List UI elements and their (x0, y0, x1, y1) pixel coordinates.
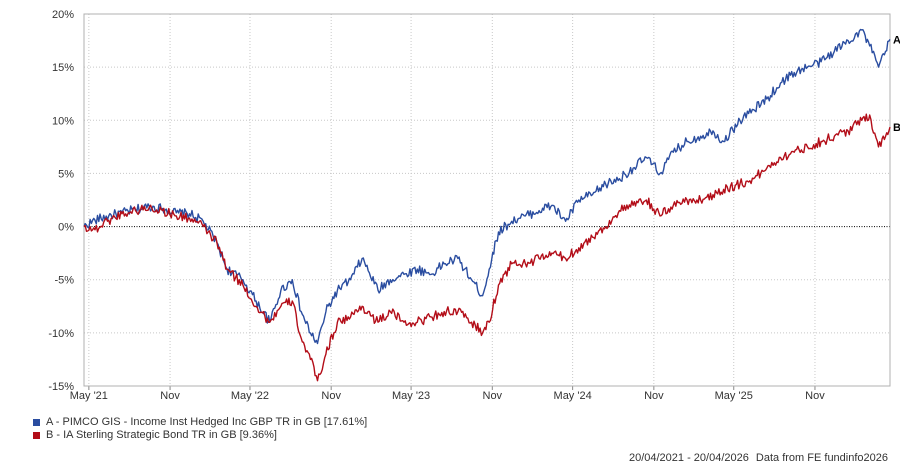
x-tick-label: May '22 (231, 390, 269, 402)
data-source: Data from FE fundinfo2026 (755, 452, 888, 464)
y-tick-label: 20% (52, 9, 74, 21)
y-tick-label: 15% (52, 62, 74, 74)
chart-footer: 20/04/2021 - 20/04/2026 Data from FE fun… (629, 452, 888, 464)
x-tick-label: Nov (160, 390, 180, 402)
series-end-label-a: A (893, 34, 900, 46)
x-tick-label: May '23 (392, 390, 430, 402)
x-tick-label: May '21 (70, 390, 108, 402)
y-axis-tick-labels: 20% 15% 10% 5% 0% -5% -10% -15% (48, 9, 74, 393)
series-end-label-b: B (893, 122, 900, 134)
y-tick-label: 5% (58, 168, 74, 180)
legend-swatch-a (33, 419, 40, 426)
x-tick-label: Nov (644, 390, 664, 402)
series-end-labels: AB (893, 34, 900, 134)
x-tick-label: May '25 (715, 390, 753, 402)
legend-item-b[interactable]: B - IA Sterling Strategic Bond TR in GB … (33, 429, 367, 442)
series-lines (83, 28, 891, 382)
y-tick-label: -10% (48, 328, 74, 340)
x-tick-label: Nov (483, 390, 503, 402)
y-tick-label: -5% (54, 275, 74, 287)
chart-legend: A - PIMCO GIS - Income Inst Hedged Inc G… (33, 416, 367, 442)
legend-swatch-b (33, 432, 40, 439)
grid-lines (84, 13, 890, 387)
legend-label-a: A - PIMCO GIS - Income Inst Hedged Inc G… (46, 416, 368, 428)
date-range: 20/04/2021 - 20/04/2026 (628, 452, 749, 464)
legend-label-b: B - IA Sterling Strategic Bond TR in GB … (46, 429, 277, 441)
axes (83, 13, 891, 390)
series-line-b (83, 113, 891, 382)
x-tick-label: Nov (321, 390, 341, 402)
x-tick-label: May '24 (554, 390, 592, 402)
line-chart: 20%15%10%5%0%-5%-10%-15% May '21 Nov May '… (48, 9, 900, 402)
y-tick-label: 0% (58, 222, 74, 234)
series-line-a (83, 28, 891, 345)
legend-item-a[interactable]: A - PIMCO GIS - Income Inst Hedged Inc G… (33, 416, 367, 429)
x-tick-label: Nov (805, 390, 825, 402)
y-tick-label: -15% (48, 381, 74, 393)
y-tick-label: 10% (52, 115, 74, 127)
x-axis-tick-labels: May '21 Nov May '22 Nov May '23 Nov May '24 Nov… (70, 390, 825, 402)
plot-frame (83, 13, 891, 387)
